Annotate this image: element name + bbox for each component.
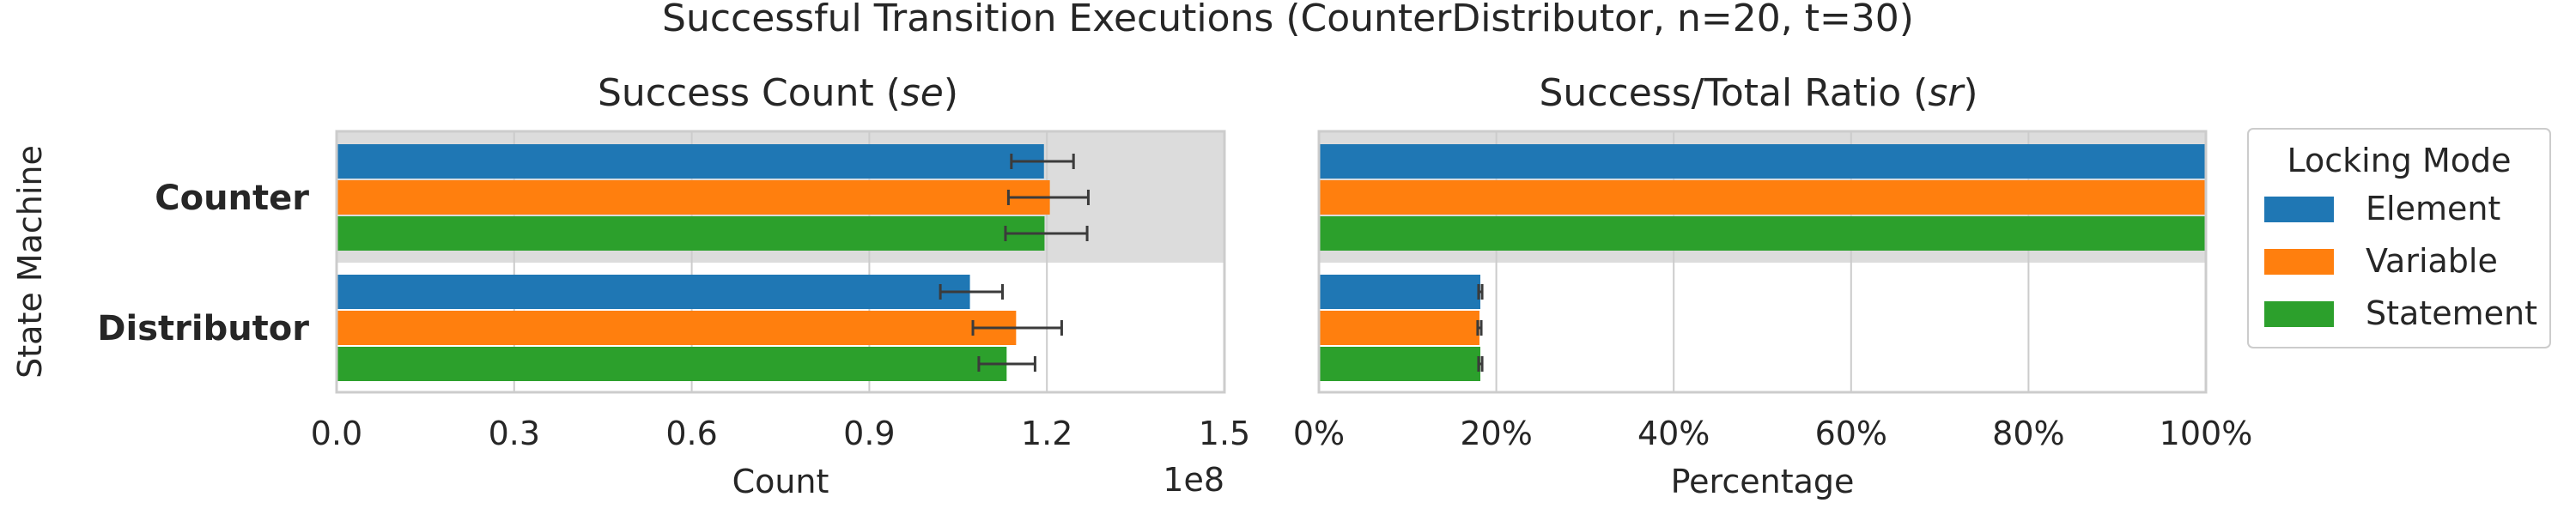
ratio-x-tick-label: 20% [1460, 415, 1532, 452]
ratio-bar-statement-counter [1319, 216, 2206, 251]
ratio-x-tick-label: 40% [1637, 415, 1710, 452]
ratio-x-tick-label: 0% [1293, 415, 1345, 452]
ratio-error-bar-element-distributor [1477, 284, 1484, 300]
shared-y-axis-label: State Machine [11, 145, 49, 379]
legend-label-variable: Variable [2366, 242, 2498, 280]
count-error-bar-statement-counter [1004, 226, 1089, 241]
count-axes-frame [335, 130, 1226, 394]
y-tick-label-counter: Counter [155, 179, 309, 218]
success-count-panel: Success Count (se) 0.0 0.3 0.6 0.9 1.2 1.5 Cou… [97, 71, 1250, 500]
ratio-x-axis-label: Percentage [1671, 463, 1855, 500]
legend-title: Locking Mode [2287, 142, 2511, 179]
count-bar-statement-counter [337, 216, 1045, 251]
count-error-bar-element-counter [1010, 154, 1075, 169]
count-x-tick-label: 0.9 [843, 415, 895, 452]
ratio-x-tick-label: 100% [2160, 415, 2253, 452]
count-error-bar-variable-distributor [971, 320, 1063, 336]
success-ratio-title: Success/Total Ratio (sr) [1540, 71, 1978, 115]
count-bar-variable-counter [337, 180, 1050, 215]
legend-swatch-element [2264, 197, 2334, 222]
count-x-tick-label: 1.2 [1021, 415, 1072, 452]
ratio-x-tick-label: 60% [1815, 415, 1887, 452]
count-x-tick-label: 1.5 [1199, 415, 1250, 452]
y-tick-label-distributor: Distributor [97, 309, 309, 348]
count-error-bar-variable-counter [1006, 190, 1090, 205]
count-error-bar-element-distributor [939, 284, 1004, 300]
count-offset-label: 1e8 [1163, 461, 1224, 499]
legend-swatch-statement [2264, 301, 2334, 327]
ratio-error-bar-variable-distributor [1476, 320, 1483, 336]
ratio-bar-element-distributor [1319, 275, 1481, 309]
legend-frame [2247, 128, 2551, 348]
count-x-axis-label: Count [732, 463, 829, 500]
ratio-bar-element-counter [1319, 144, 2206, 179]
success-ratio-panel: Success/Total Ratio (sr) 0% 20% 40% 60% 80% 1… [1293, 71, 2252, 500]
ratio-bar-variable-counter [1319, 180, 2206, 215]
ratio-error-bar-statement-distributor [1477, 356, 1484, 372]
count-bar-variable-distributor [337, 311, 1017, 345]
count-bar-element-distributor [337, 275, 970, 309]
legend: Locking Mode Element Variable Statement [2247, 128, 2551, 348]
count-bar-statement-distributor [337, 347, 1007, 381]
legend-label-element: Element [2366, 190, 2500, 227]
count-error-bar-statement-distributor [977, 356, 1036, 372]
count-x-tick-label: 0.3 [489, 415, 540, 452]
count-bar-element-counter [337, 144, 1044, 179]
count-x-tick-label: 0.6 [665, 415, 717, 452]
ratio-axes-frame [1317, 130, 2208, 394]
ratio-x-tick-label: 80% [1992, 415, 2064, 452]
success-count-title: Success Count (se) [598, 71, 958, 115]
count-x-tick-label: 0.0 [311, 415, 362, 452]
legend-label-statement: Statement [2366, 294, 2537, 332]
ratio-bar-variable-distributor [1319, 311, 1479, 345]
legend-swatch-variable [2264, 249, 2334, 275]
ratio-bar-statement-distributor [1319, 347, 1481, 381]
figure-title: Successful Transition Executions (Counte… [662, 0, 1914, 40]
